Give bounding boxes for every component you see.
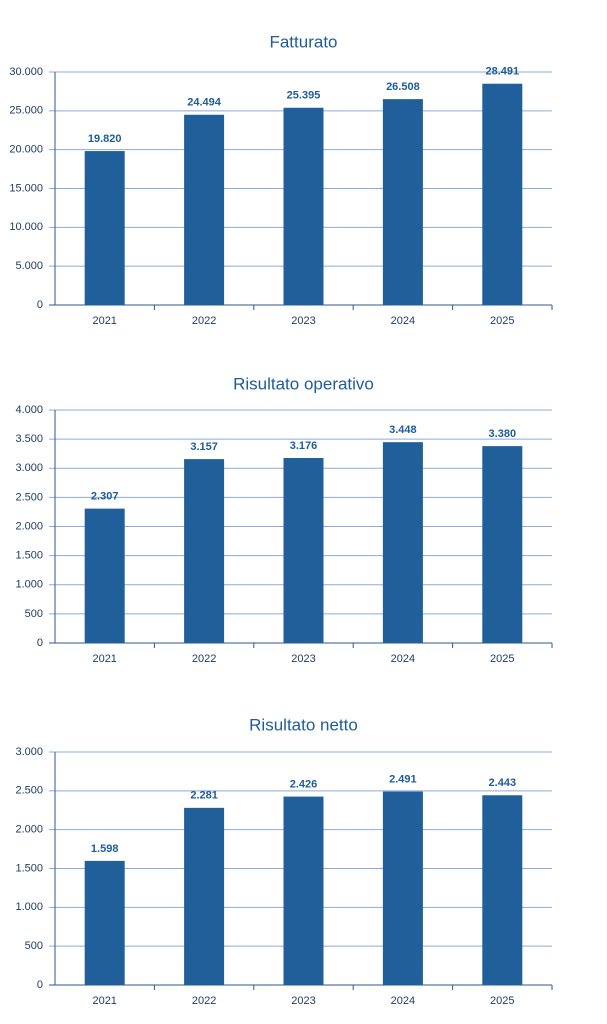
bar — [184, 114, 225, 305]
bar — [84, 151, 125, 305]
x-tick-label: 2025 — [490, 315, 514, 327]
x-tick-label: 2024 — [391, 315, 415, 327]
y-tick-label: 30.000 — [9, 66, 43, 78]
y-tick-label: 500 — [25, 940, 43, 952]
value-label: 25.395 — [287, 90, 321, 102]
value-label: 2.443 — [489, 777, 517, 789]
x-tick-label: 2022 — [192, 995, 216, 1007]
y-tick-label: 1.000 — [15, 901, 43, 913]
value-label: 3.380 — [489, 428, 517, 440]
y-tick-label: 3.500 — [15, 433, 43, 445]
value-label: 3.157 — [190, 441, 218, 453]
x-tick-label: 2024 — [391, 995, 415, 1007]
value-label: 28.491 — [485, 66, 519, 78]
x-tick-label: 2022 — [192, 315, 216, 327]
x-tick-label: 2023 — [291, 995, 315, 1007]
x-tick-label: 2021 — [92, 653, 116, 665]
y-tick-label: 1.000 — [15, 579, 43, 591]
y-tick-label: 2.500 — [15, 785, 43, 797]
bar — [482, 795, 523, 985]
bar — [184, 807, 225, 985]
bar — [184, 459, 225, 643]
value-label: 2.426 — [290, 778, 318, 790]
value-label: 24.494 — [187, 97, 222, 109]
bar — [283, 796, 324, 985]
x-tick-label: 2021 — [92, 315, 116, 327]
bar — [382, 442, 423, 643]
y-tick-label: 0 — [37, 637, 43, 649]
value-label: 26.508 — [386, 81, 420, 93]
value-label: 1.598 — [91, 843, 119, 855]
y-tick-label: 4.000 — [15, 404, 43, 416]
y-tick-label: 0 — [37, 299, 43, 311]
x-tick-label: 2022 — [192, 653, 216, 665]
x-tick-label: 2023 — [291, 653, 315, 665]
y-tick-label: 2.000 — [15, 520, 43, 532]
y-tick-label: 3.000 — [15, 462, 43, 474]
bar — [382, 99, 423, 305]
bar — [382, 791, 423, 985]
bar — [283, 457, 324, 643]
value-label: 2.491 — [389, 773, 417, 785]
chart-title: Risultato operativo — [233, 374, 374, 393]
y-tick-label: 25.000 — [9, 105, 43, 117]
x-tick-label: 2025 — [490, 653, 514, 665]
y-tick-label: 2.000 — [15, 824, 43, 836]
x-tick-label: 2021 — [92, 995, 116, 1007]
x-tick-label: 2024 — [391, 653, 415, 665]
y-tick-label: 2.500 — [15, 491, 43, 503]
y-tick-label: 1.500 — [15, 862, 43, 874]
bar — [84, 508, 125, 643]
value-label: 19.820 — [88, 133, 122, 145]
bar — [283, 107, 324, 305]
y-tick-label: 500 — [25, 608, 43, 620]
bar — [482, 446, 523, 643]
y-tick-label: 3.000 — [15, 746, 43, 758]
value-label: 3.176 — [290, 440, 318, 452]
y-tick-label: 1.500 — [15, 550, 43, 562]
y-tick-label: 10.000 — [9, 221, 43, 233]
x-tick-label: 2025 — [490, 995, 514, 1007]
x-tick-label: 2023 — [291, 315, 315, 327]
y-tick-label: 0 — [37, 979, 43, 991]
y-tick-label: 15.000 — [9, 182, 43, 194]
y-tick-label: 20.000 — [9, 144, 43, 156]
bar — [84, 860, 125, 985]
value-label: 2.281 — [190, 790, 218, 802]
bar — [482, 83, 523, 305]
value-label: 2.307 — [91, 491, 119, 503]
chart-title: Risultato netto — [249, 715, 358, 734]
y-tick-label: 5.000 — [15, 260, 43, 272]
chart-title: Fatturato — [269, 32, 337, 51]
value-label: 3.448 — [389, 424, 417, 436]
